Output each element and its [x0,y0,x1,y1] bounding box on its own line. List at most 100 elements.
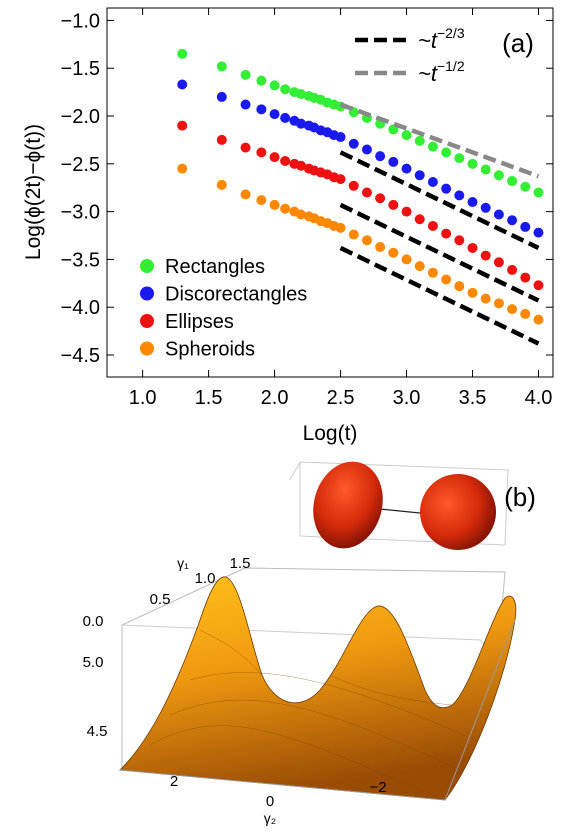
inset-box [299,461,509,546]
data-point [375,151,386,162]
y-tick-label: −2.5 [61,154,100,176]
data-point [507,304,518,315]
tick-label: −2 [369,779,386,796]
data-point [240,99,251,110]
tick-label: 0 [266,793,274,810]
data-point [533,280,544,291]
data-point [280,203,291,214]
data-point [493,170,504,181]
data-point [348,138,359,149]
surface-mesh [149,629,476,801]
data-point [388,247,399,258]
x-tick-label: 2.5 [327,387,355,409]
molecule-inset [289,461,509,550]
reference-line [339,245,540,346]
data-point [348,180,359,191]
data-point [454,235,465,246]
legend-exponent: −2/3 [437,25,465,41]
y-tick-label: −1.5 [61,58,100,80]
legend-label: Ellipses [165,311,234,333]
data-point [216,91,227,102]
legend-marker [140,259,154,273]
data-point [454,281,465,292]
tick-label: 1.5 [230,555,251,572]
data-point [280,155,291,166]
data-point [467,287,478,298]
data-point [414,214,425,225]
legend-label: Spheroids [165,339,255,361]
data-point [240,69,251,80]
box-edge [121,624,499,656]
panel-label: (a) [502,28,534,58]
data-point [177,79,188,90]
legend-label: ~t−2/3 [418,25,465,53]
data-point [414,261,425,272]
data-point [375,241,386,252]
surface [119,576,517,801]
data-point [240,189,251,200]
legend-marker [140,314,154,328]
data-point [427,267,438,278]
data-point [467,158,478,169]
data-point [256,75,267,86]
tick-label: 0.5 [150,591,171,608]
data-point [388,199,399,210]
data-point [507,215,518,226]
ellipsoid [420,474,496,550]
x-tick-label: 4.0 [525,387,553,409]
tick-label: 4.5 [87,723,108,740]
legend-label: ~t−1/2 [418,58,465,86]
data-point [280,112,291,123]
tick-label: 2 [170,773,178,790]
x-tick-label: 2.0 [261,387,289,409]
inset-box [289,461,301,481]
data-point [480,250,491,261]
data-point [493,298,504,309]
data-point [401,254,412,265]
data-point [401,163,412,174]
legend-exponent: −1/2 [437,58,465,74]
data-point [520,272,531,283]
data-point [467,242,478,253]
data-point [427,141,438,152]
reference-line [339,102,540,179]
data-point [480,202,491,213]
tick-label: 1.0 [195,570,216,587]
data-point [414,135,425,146]
x-tick-label: 1.0 [129,387,157,409]
data-point [361,144,372,155]
box-edge [121,567,506,656]
data-point [533,187,544,198]
data-point [427,176,438,187]
data-point [414,170,425,181]
y-tick-label: −1.0 [61,10,100,32]
data-point [520,308,531,319]
data-point [507,176,518,187]
legend-marker [140,286,154,301]
data-point [335,132,346,143]
data-point [388,156,399,167]
tick-label: 0.0 [83,613,104,630]
data-point [216,134,227,145]
data-point [401,130,412,141]
data-point [240,142,251,153]
y-axis-title: Log(ϕ(2t)−ϕ(t)) [22,124,45,260]
data-point [361,235,372,246]
x-tick-label: 1.5 [195,387,223,409]
x-tick-label: 3.0 [393,387,421,409]
y-tick-label: −2.0 [61,106,100,128]
data-point [177,48,188,59]
data-point [295,160,306,171]
data-point [335,222,346,233]
data-point [256,195,267,206]
reference-line [339,202,540,303]
box-edge [119,619,516,801]
data-point [507,264,518,275]
data-point [441,183,452,194]
legend-label: Rectangles [165,256,265,278]
data-point [493,257,504,268]
surface-plot [119,567,517,801]
data-point [454,190,465,201]
data-point [295,209,306,220]
